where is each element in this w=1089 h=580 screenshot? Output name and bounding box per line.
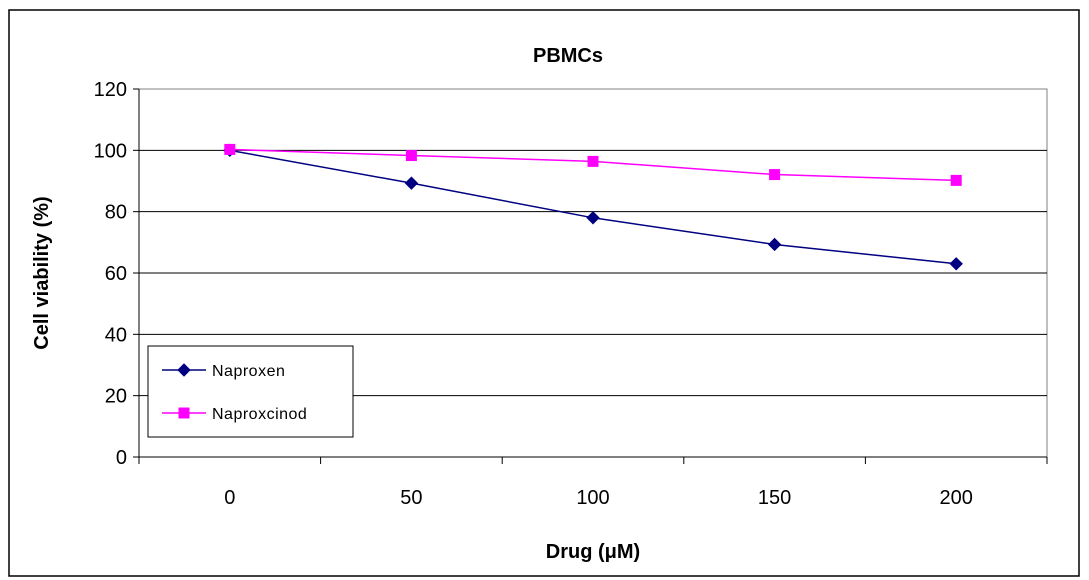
legend-marker-naproxen	[177, 363, 191, 377]
series-group	[223, 143, 963, 271]
legend-label-naproxen: Naproxen	[212, 363, 285, 380]
legend-box	[147, 345, 354, 438]
x-tick-label: 0	[224, 487, 235, 509]
y-tick-label: 100	[94, 140, 127, 162]
y-tick-label: 0	[116, 447, 127, 469]
y-tick-label: 20	[105, 386, 127, 408]
x-tick-label: 200	[940, 487, 973, 509]
x-tick-label: 100	[576, 487, 609, 509]
data-point-naproxcinod	[587, 155, 599, 167]
data-point-naproxcinod	[950, 174, 962, 186]
legend-label-naproxcinod: Naproxcinod	[212, 406, 307, 423]
data-point-naproxen	[586, 211, 600, 225]
x-tick-label: 50	[400, 487, 422, 509]
x-tick-label: 150	[758, 487, 791, 509]
data-point-naproxcinod	[769, 169, 781, 181]
legend-marker-naproxcinod	[178, 407, 190, 419]
x-tick-labels: 0 50 100 150 200	[224, 487, 973, 509]
chart-title: PBMCs	[533, 45, 603, 67]
axes	[133, 88, 1048, 464]
data-point-naproxen	[404, 176, 419, 190]
y-axis-label: Cell viability (%)	[31, 196, 53, 349]
y-tick-label: 120	[94, 79, 127, 101]
x-axis-label: Drug (μM)	[546, 541, 640, 563]
y-tick-label: 40	[105, 324, 127, 346]
data-point-naproxcinod	[405, 150, 417, 162]
data-point-naproxcinod	[224, 143, 236, 155]
legend: Naproxen Naproxcinod	[147, 345, 354, 438]
y-tick-label: 80	[105, 202, 127, 224]
y-tick-labels: 0 20 40 60 80 100 120	[94, 79, 127, 469]
y-tick-label: 60	[105, 263, 127, 285]
data-point-naproxen	[949, 257, 963, 271]
data-point-naproxen	[767, 237, 782, 252]
